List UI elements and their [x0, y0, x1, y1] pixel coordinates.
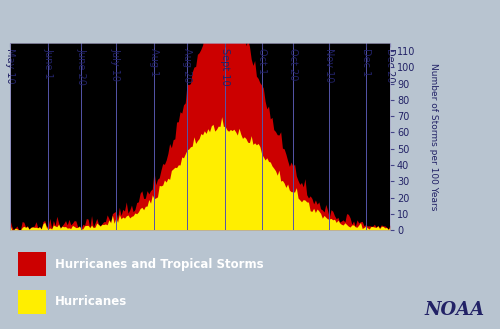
- Text: NOAA: NOAA: [425, 301, 485, 319]
- Y-axis label: Number of Storms per 100 Years: Number of Storms per 100 Years: [429, 63, 438, 210]
- Bar: [18, 252, 46, 276]
- Bar: [18, 290, 46, 314]
- Text: Hurricanes and Tropical Storms: Hurricanes and Tropical Storms: [55, 258, 264, 271]
- Text: Hurricanes: Hurricanes: [55, 295, 127, 308]
